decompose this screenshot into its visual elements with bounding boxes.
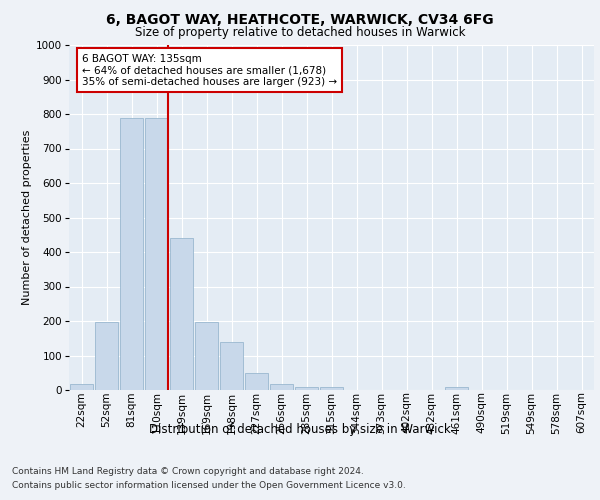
Text: 6 BAGOT WAY: 135sqm
← 64% of detached houses are smaller (1,678)
35% of semi-det: 6 BAGOT WAY: 135sqm ← 64% of detached ho… [82,54,337,87]
Y-axis label: Number of detached properties: Number of detached properties [22,130,32,305]
Bar [270,384,293,390]
Text: Contains public sector information licensed under the Open Government Licence v3: Contains public sector information licen… [12,481,406,490]
Bar [295,386,318,390]
Text: 6, BAGOT WAY, HEATHCOTE, WARWICK, CV34 6FG: 6, BAGOT WAY, HEATHCOTE, WARWICK, CV34 6… [106,12,494,26]
Text: Size of property relative to detached houses in Warwick: Size of property relative to detached ho… [135,26,465,39]
Bar [445,386,468,390]
Bar [70,384,93,390]
Bar [95,322,118,390]
Bar [245,373,268,390]
Text: Contains HM Land Registry data © Crown copyright and database right 2024.: Contains HM Land Registry data © Crown c… [12,468,364,476]
Text: Distribution of detached houses by size in Warwick: Distribution of detached houses by size … [149,422,451,436]
Bar [320,386,343,390]
Bar [120,118,143,390]
Bar [170,238,193,390]
Bar [145,118,168,390]
Bar [195,322,218,390]
Bar [220,342,243,390]
